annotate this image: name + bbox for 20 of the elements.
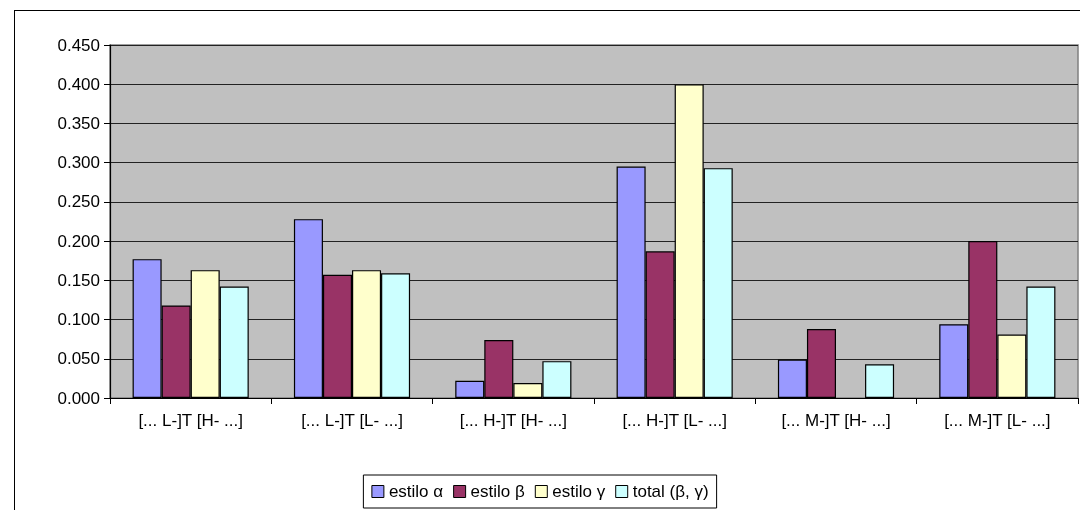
y-tick-label: 0.050 — [57, 349, 100, 369]
x-tick-label: [... H-]T [H- ...] — [459, 411, 568, 430]
x-tick-label: [... L-]T [H- ...] — [138, 411, 243, 430]
y-tick-label: 0.000 — [57, 388, 100, 408]
y-tick-label: 0.450 — [57, 35, 100, 55]
legend-label: estilo β — [470, 482, 526, 501]
y-tick-label: 0.250 — [57, 192, 100, 212]
legend-label: total (β, γ) — [632, 482, 709, 501]
legend-label: estilo γ — [552, 482, 606, 501]
x-tick-label: [... M-]T [L- ...] — [944, 411, 1051, 430]
x-tick-label: [... M-]T [H- ...] — [781, 411, 891, 430]
y-tick-label: 0.150 — [57, 270, 100, 290]
x-tick-label: [... L-]T [L- ...] — [301, 411, 403, 430]
y-tick-label: 0.200 — [57, 231, 100, 251]
y-tick-label: 0.350 — [57, 113, 100, 133]
y-tick-label: 0.300 — [57, 153, 100, 173]
y-tick-label: 0.100 — [57, 310, 100, 330]
y-tick-label: 0.400 — [57, 74, 100, 94]
legend-label: estilo α — [388, 482, 444, 501]
x-tick-label: [... H-]T [L- ...] — [622, 411, 727, 430]
